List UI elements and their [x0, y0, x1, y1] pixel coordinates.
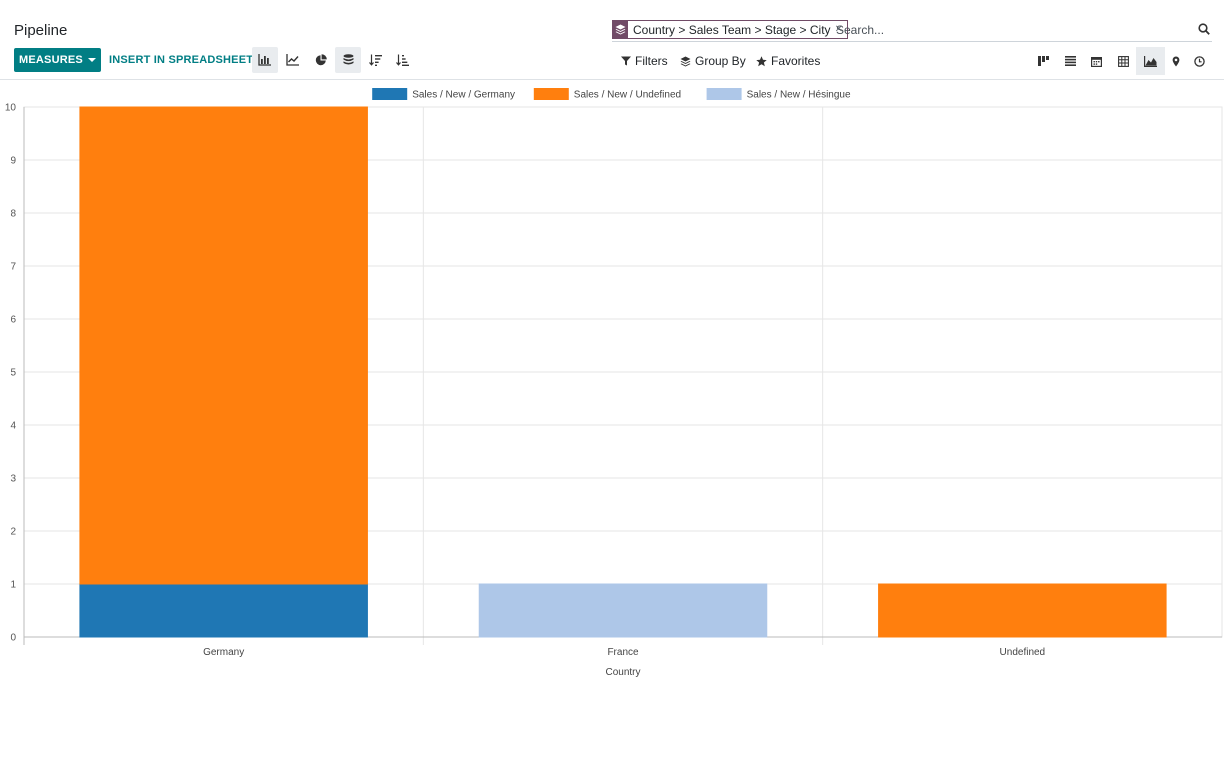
sort-descending-button[interactable] [362, 47, 388, 73]
y-tick-label: 7 [10, 262, 16, 273]
graph-view-icon [1144, 55, 1157, 67]
filters-label: Filters [635, 54, 668, 68]
y-tick-label: 2 [10, 527, 16, 538]
calendar-view-button[interactable] [1083, 47, 1109, 75]
measures-label: MEASURES [19, 54, 83, 66]
list-view-button[interactable] [1057, 47, 1083, 75]
bar-chart-icon [258, 54, 271, 66]
insert-spreadsheet-button[interactable]: INSERT IN SPREADSHEET [109, 54, 254, 66]
search-bar: Country > Sales Team > Stage > City ✕ [612, 20, 1212, 42]
y-tick-label: 5 [10, 368, 16, 379]
sort-ascending-icon [395, 54, 409, 66]
y-tick-label: 4 [10, 421, 16, 432]
x-axis-label: Country [605, 667, 640, 678]
pivot-view-icon [1117, 55, 1129, 67]
list-view-icon [1064, 56, 1076, 66]
legend-swatch [533, 88, 569, 100]
x-tick-label: Germany [203, 647, 244, 658]
sort-ascending-button[interactable] [389, 47, 415, 73]
facet-label: Country > Sales Team > Stage > City [633, 22, 831, 37]
search-facet-groupby[interactable]: Country > Sales Team > Stage > City ✕ [612, 20, 848, 39]
x-tick-label: Undefined [1000, 647, 1046, 658]
measures-button[interactable]: MEASURES [14, 48, 101, 72]
filters-menu[interactable]: Filters [621, 53, 668, 69]
favorites-label: Favorites [771, 54, 821, 68]
activity-view-button[interactable] [1186, 47, 1212, 75]
stacked-icon [343, 54, 353, 65]
graph-view-button[interactable] [1136, 47, 1165, 75]
y-tick-label: 9 [10, 156, 16, 167]
legend-label: Sales / New / Hésingue [747, 90, 851, 101]
control-panel: Pipeline MEASURES INSERT IN SPREADSHEET [0, 0, 1224, 80]
caret-down-icon [87, 58, 96, 62]
y-tick-label: 10 [5, 103, 17, 114]
y-tick-label: 3 [10, 474, 16, 485]
bar-chart: 0 1 2 3 4 5 6 7 8 9 10 Germany France Undefined Countr… [5, 88, 1223, 678]
map-view-button[interactable] [1163, 47, 1189, 75]
search-input[interactable] [836, 20, 1186, 39]
stacked-button[interactable] [335, 47, 361, 73]
search-button[interactable] [1196, 21, 1212, 37]
groupby-menu[interactable]: Group By [680, 53, 746, 69]
y-tick-label: 6 [10, 315, 16, 326]
kanban-view-button[interactable] [1030, 47, 1056, 75]
groupby-label: Group By [695, 54, 746, 68]
bar-france-sales-new-h-singue [478, 583, 768, 638]
bar-undefined-sales-new-undefined [878, 583, 1167, 638]
pie-chart-button[interactable] [308, 47, 334, 73]
y-tick-label: 8 [10, 209, 16, 220]
search-icon [1198, 23, 1210, 35]
bar-germany-sales-new-undefined [79, 106, 368, 585]
graph-chart: 0 1 2 3 4 5 6 7 8 9 10 Germany France Undefined Countr… [0, 81, 1224, 681]
layers-icon [613, 21, 628, 38]
kanban-view-icon [1037, 56, 1049, 66]
star-icon [756, 55, 767, 66]
page-title: Pipeline [14, 22, 68, 39]
pivot-view-button[interactable] [1110, 47, 1136, 75]
sort-descending-icon [368, 54, 382, 66]
layers-icon [680, 56, 691, 66]
y-tick-label: 0 [10, 633, 16, 644]
pie-chart-icon [315, 54, 327, 66]
line-chart-icon [286, 54, 299, 66]
calendar-view-icon [1090, 56, 1102, 67]
filter-icon [621, 56, 631, 66]
legend-swatch [706, 88, 742, 100]
legend-label: Sales / New / Undefined [574, 90, 681, 101]
bar-germany-sales-new-germany [79, 583, 368, 638]
y-tick-label: 1 [10, 580, 16, 591]
legend-label: Sales / New / Germany [412, 90, 515, 101]
legend-swatch [372, 88, 408, 100]
clock-icon [1193, 55, 1205, 67]
map-pin-icon [1172, 56, 1180, 66]
line-chart-button[interactable] [280, 47, 306, 73]
bar-chart-button[interactable] [252, 47, 278, 73]
favorites-menu[interactable]: Favorites [756, 53, 820, 69]
x-tick-label: France [607, 647, 639, 658]
